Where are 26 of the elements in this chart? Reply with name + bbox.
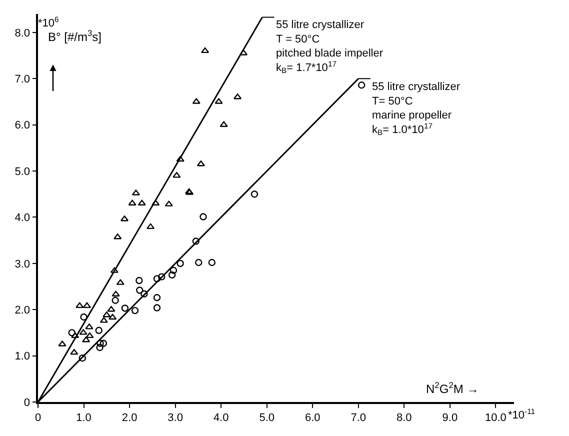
x-tick-label: 10.0	[484, 412, 506, 424]
annotation: *10$^{6}$	[38, 15, 59, 30]
x-tick-label: 5.0	[259, 412, 274, 424]
x-tick-label: 8.0	[396, 412, 412, 424]
x-tick-label: 3.0	[168, 412, 183, 424]
y-tick-label: 6.0	[14, 120, 30, 132]
y-tick-label: 4.0	[14, 212, 30, 224]
x-tick-label: 4.0	[213, 412, 229, 424]
y-tick-label: 5.0	[14, 166, 30, 178]
y-axis-title: B° [#/m$^{3}$s]	[48, 28, 102, 44]
y-tick-label: 8.0	[14, 27, 30, 40]
y-tick-label: 3.0	[14, 258, 30, 270]
x-tick-label: 7.0	[350, 412, 366, 424]
x-axis-title: N$^{2}$G$^{2}$M →	[426, 380, 479, 396]
x-tick-label: 2.0	[122, 412, 138, 424]
annotation: 55 litre crystallizer T= 50°C marine propeller k$_{B}$= 1.0*10$^{17}$	[372, 81, 460, 138]
y-tick-label: 7.0	[14, 74, 30, 86]
x-tick-label: 0	[34, 412, 42, 424]
x-tick-label: 9.0	[442, 412, 458, 424]
y-tick-label: 2.0	[14, 304, 30, 316]
text: *10$^{-11}$	[508, 407, 536, 422]
y-tick-label: 0	[24, 396, 30, 409]
annotation: 55 litre crystallizer T = 50°C pitched blade impeller k$_{B}$= 1.7*10$^{17}$	[276, 19, 384, 76]
x-tick-label: 1.0	[76, 412, 92, 424]
x-tick-label: 6.0	[304, 412, 320, 424]
y-tick-label: 1.0	[14, 350, 30, 363]
